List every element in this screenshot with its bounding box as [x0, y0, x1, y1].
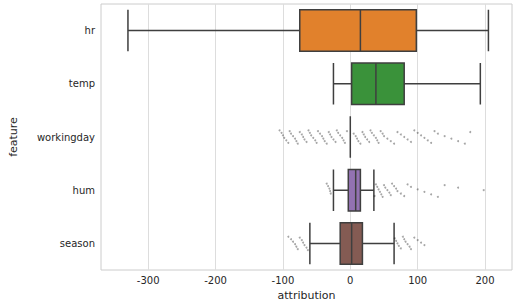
- svg-text:0: 0: [347, 275, 353, 286]
- svg-text:-200: -200: [204, 275, 227, 286]
- svg-text:-100: -100: [272, 275, 295, 286]
- svg-text:attribution: attribution: [278, 289, 336, 302]
- svg-text:feature: feature: [7, 117, 20, 157]
- svg-text:season: season: [60, 238, 95, 249]
- svg-text:workingday: workingday: [37, 132, 95, 143]
- svg-text:temp: temp: [69, 78, 95, 89]
- svg-text:hr: hr: [85, 25, 96, 36]
- svg-text:-300: -300: [137, 275, 160, 286]
- svg-text:hum: hum: [73, 185, 95, 196]
- svg-text:200: 200: [476, 275, 495, 286]
- svg-text:100: 100: [408, 275, 427, 286]
